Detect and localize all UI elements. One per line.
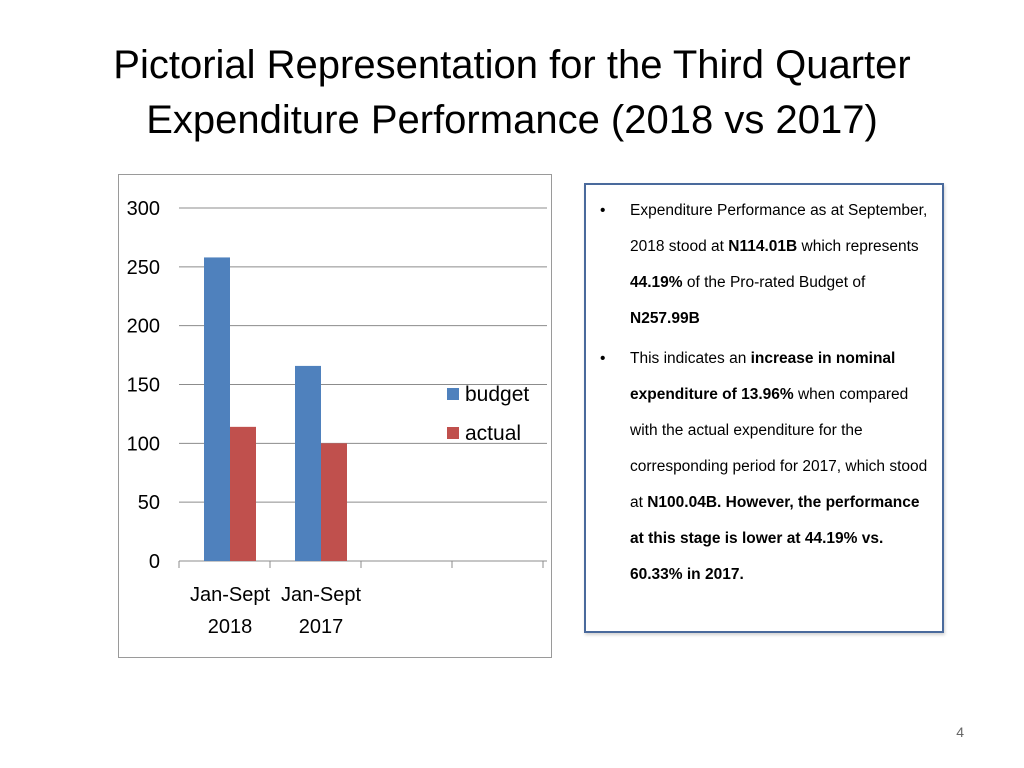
text-run: which represents	[797, 238, 919, 255]
slide-title: Pictorial Representation for the Third Q…	[40, 38, 984, 148]
chart-frame: 0 50 100 150 200 250 300 Jan-Sept 2018 Jan-Sept 20…	[118, 174, 552, 658]
x-tick-label: 2018	[208, 616, 253, 638]
text-run: This indicates an	[630, 350, 751, 367]
bar-actual	[230, 426, 256, 561]
y-tick-label: 250	[127, 257, 160, 279]
y-tick-label: 100	[127, 433, 160, 455]
legend-swatch-budget	[447, 388, 459, 400]
bullet-item-1: • Expenditure Performance as at Septembe…	[600, 193, 932, 337]
y-tick-label: 50	[138, 492, 160, 514]
slide-title-line-2: Expenditure Performance (2018 vs 2017)	[146, 98, 878, 142]
legend-label-budget: budget	[465, 383, 529, 406]
y-tick-label: 0	[149, 551, 160, 573]
bold-text-run: increase in nominal expenditure of 13.96…	[630, 350, 896, 403]
text-run: of the Pro-rated Budget of	[682, 274, 866, 291]
y-tick-label: 200	[127, 316, 160, 338]
bullet-list: • Expenditure Performance as at Septembe…	[586, 185, 942, 593]
bullet-text-1: Expenditure Performance as at September,…	[630, 202, 927, 327]
bullet-item-2: • This indicates an increase in nominal …	[600, 341, 932, 593]
bar-actual	[321, 443, 347, 561]
bullet-symbol: •	[600, 202, 606, 219]
text-run: Expenditure Performance as at September,…	[630, 202, 928, 255]
slide-title-line-1: Pictorial Representation for the Third Q…	[113, 43, 911, 87]
bullet-text-2: This indicates an increase in nominal ex…	[630, 350, 927, 583]
page-number: 4	[956, 724, 964, 740]
legend-label-actual: actual	[465, 422, 521, 445]
bold-text-run: N114.01B	[728, 238, 798, 255]
x-tick-label: Jan-Sept	[190, 584, 270, 606]
x-tick-label: 2017	[299, 616, 344, 638]
bar-budget	[295, 365, 321, 561]
y-tick-label: 150	[127, 375, 160, 397]
bar-chart: 0 50 100 150 200 250 300 Jan-Sept 2018 Jan-Sept 20…	[127, 198, 547, 638]
text-run: when compared with the actual expenditur…	[630, 386, 928, 511]
y-tick-label: 300	[127, 198, 160, 220]
bold-text-run: 44.19%	[630, 274, 683, 291]
bold-text-run: N100.04B. However, the performance at th…	[630, 494, 920, 583]
bullet-symbol: •	[600, 350, 606, 367]
x-tick-label: Jan-Sept	[281, 584, 361, 606]
legend-swatch-actual	[447, 427, 459, 439]
bold-text-run: N257.99B	[630, 310, 700, 327]
info-box: • Expenditure Performance as at Septembe…	[584, 183, 944, 633]
bar-budget	[204, 257, 230, 561]
